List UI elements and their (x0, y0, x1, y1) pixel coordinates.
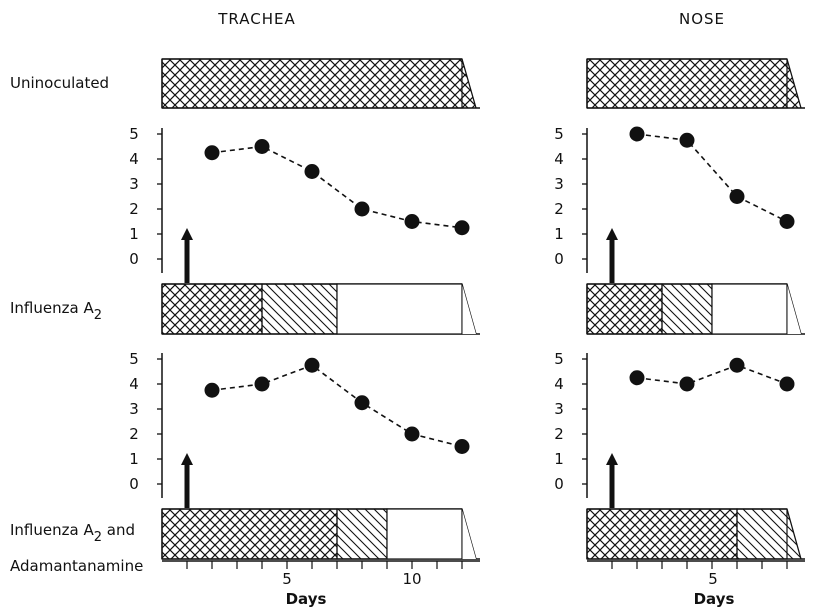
x-axis-label-nose: Days (694, 590, 735, 608)
nose-influenza-bar-taper-fill (787, 284, 801, 334)
row-label-influenza-text: Influenza A (10, 299, 94, 317)
row-label-ada-text: Influenza A (10, 521, 94, 539)
trachea-adamantanamine-y-tick-label-5: 5 (129, 350, 139, 368)
nose-adamantanamine-stage-diagonal-1 (736, 508, 788, 560)
nose-adamantanamine-point-3 (729, 357, 745, 373)
nose-influenza-stage-blank-2 (711, 283, 788, 335)
nose-adamantanamine-y-tick-label-0: 0 (554, 475, 564, 493)
trachea-influenza-inoculation-arrow-head (181, 228, 193, 240)
nose-uninoculated-stage-crosshatch-0 (586, 58, 788, 109)
nose-influenza-y-tick-label-3: 3 (554, 175, 564, 193)
trachea-adamantanamine-stage-crosshatch-0 (161, 508, 338, 560)
trachea-adamantanamine-point-5 (404, 426, 420, 442)
row-label-ada-suffix: and (102, 521, 135, 539)
nose-adamantanamine-point-1 (629, 370, 645, 386)
nose-influenza-point-3 (729, 189, 745, 204)
trachea-influenza-y-tick-label-1: 1 (129, 225, 139, 243)
nose-adamantanamine-series-line (636, 364, 788, 385)
trachea-adamantanamine-y-tick-label-2: 2 (129, 425, 139, 443)
nose-adamantanamine-y-tick-label-2: 2 (554, 425, 564, 443)
trachea-influenza-bar-taper-fill (462, 284, 476, 334)
trachea-adamantanamine-series-line (211, 364, 463, 448)
row-label-uninoculated: Uninoculated (10, 74, 109, 92)
nose-adamantanamine-y-tick-label-4: 4 (554, 375, 564, 393)
column-title-nose: NOSE (679, 10, 725, 28)
trachea-influenza-y-tick-label-0: 0 (129, 250, 139, 268)
trachea-influenza-point-2 (254, 139, 270, 154)
row-label-adamantanamine: Adamantanamine (10, 557, 143, 575)
nose-adamantanamine-y-tick-label-3: 3 (554, 400, 564, 418)
trachea-influenza-y-tick-label-4: 4 (129, 150, 139, 168)
x-axis-label-trachea: Days (286, 590, 327, 608)
nose-adamantanamine-y-tick-label-1: 1 (554, 450, 564, 468)
trachea-adamantanamine-y-tick-label-0: 0 (129, 475, 139, 493)
nose-adamantanamine-point-4 (779, 376, 795, 392)
row-label-ada-sub: 2 (94, 530, 102, 545)
trachea-adamantanamine-stage-blank-2 (386, 508, 463, 560)
x-tick-nose-5: 5 (708, 570, 718, 588)
nose-influenza-point-1 (629, 126, 645, 142)
nose-influenza-y-tick-label-2: 2 (554, 200, 564, 218)
x-tick-trachea-10: 10 (402, 570, 421, 588)
trachea-influenza-point-4 (354, 201, 370, 217)
trachea-influenza-stage-diagonal-1 (261, 283, 338, 335)
nose-influenza-stage-crosshatch-0 (586, 283, 663, 335)
nose-influenza-y-tick-label-1: 1 (554, 225, 564, 243)
trachea-influenza-y-tick-label-3: 3 (129, 175, 139, 193)
trachea-adamantanamine-point-6 (454, 439, 470, 454)
trachea-adamantanamine-inoculation-arrow-head (181, 453, 193, 465)
trachea-influenza-y-tick-label-2: 2 (129, 200, 139, 218)
trachea-influenza-stage-blank-2 (336, 283, 463, 335)
row-label-influenza-adamantanamine: Influenza A2 and (10, 521, 135, 545)
trachea-uninoculated-stage-crosshatch-0 (161, 58, 463, 109)
trachea-adamantanamine-y-tick-label-4: 4 (129, 375, 139, 393)
trachea-influenza-y-tick-label-5: 5 (129, 125, 139, 143)
nose-adamantanamine-inoculation-arrow-head (606, 453, 618, 465)
nose-influenza-y-tick-label-5: 5 (554, 125, 564, 143)
nose-uninoculated-bar-taper-fill (787, 59, 801, 108)
trachea-adamantanamine-point-4 (354, 395, 370, 411)
trachea-influenza-point-1 (204, 145, 220, 161)
nose-influenza-point-4 (779, 214, 795, 229)
nose-influenza-point-2 (679, 132, 695, 148)
trachea-influenza-series-line (211, 145, 463, 229)
nose-adamantanamine-stage-crosshatch-0 (586, 508, 738, 560)
x-tick-trachea-5: 5 (282, 570, 292, 588)
trachea-adamantanamine-stage-diagonal-1 (336, 508, 388, 560)
trachea-influenza-stage-crosshatch-0 (161, 283, 263, 335)
nose-influenza-series-line (636, 133, 788, 223)
trachea-adamantanamine-bar-taper-fill (462, 509, 476, 559)
nose-influenza-stage-diagonal-1 (661, 283, 713, 335)
trachea-influenza-point-5 (404, 214, 420, 229)
column-title-trachea: TRACHEA (217, 10, 295, 28)
row-label-influenza: Influenza A2 (10, 299, 102, 323)
nose-adamantanamine-bar-taper-fill (787, 509, 801, 559)
trachea-adamantanamine-point-3 (304, 357, 320, 373)
chart-marks: 5 4 3 2 1 0 5 4 3 2 1 0 5 4 3 2 1 0 5 4 3 2 1 0 (129, 58, 805, 569)
trachea-adamantanamine-y-tick-label-1: 1 (129, 450, 139, 468)
nose-influenza-inoculation-arrow-head (606, 228, 618, 240)
nose-adamantanamine-y-tick-label-5: 5 (554, 350, 564, 368)
trachea-adamantanamine-y-tick-label-3: 3 (129, 400, 139, 418)
trachea-influenza-point-3 (304, 164, 320, 179)
trachea-adamantanamine-point-1 (204, 382, 220, 398)
nose-influenza-y-tick-label-0: 0 (554, 250, 564, 268)
trachea-adamantanamine-point-2 (254, 376, 270, 392)
trachea-influenza-point-6 (454, 220, 470, 236)
trachea-uninoculated-bar-taper-fill (462, 59, 476, 108)
row-label-influenza-sub: 2 (94, 308, 102, 323)
nose-adamantanamine-point-2 (679, 376, 695, 392)
nose-influenza-y-tick-label-4: 4 (554, 150, 564, 168)
